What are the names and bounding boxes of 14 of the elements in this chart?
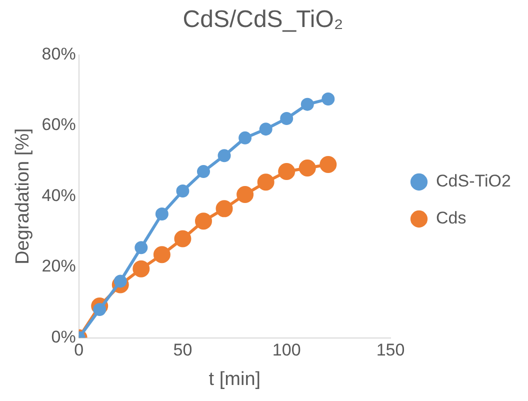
y-tick-label: 0% bbox=[51, 327, 76, 346]
y-tick-label: 80% bbox=[42, 44, 76, 64]
y-axis-title: Degradation [%] bbox=[12, 128, 34, 264]
x-tick-label: 100 bbox=[272, 340, 301, 360]
x-tick-label: 150 bbox=[376, 340, 405, 360]
x-tick-label: 50 bbox=[173, 340, 192, 360]
chart-title: CdS/CdS_TiO₂ bbox=[182, 6, 344, 34]
legend-label: CdS-TiO2 bbox=[436, 172, 511, 191]
legend-label: Cds bbox=[436, 208, 466, 228]
y-tick-label: 60% bbox=[42, 115, 76, 134]
y-tick-label: 20% bbox=[42, 256, 76, 276]
y-tick-label: 40% bbox=[42, 186, 76, 205]
x-tick-label: 0 bbox=[74, 340, 84, 360]
x-axis-title: t [min] bbox=[208, 368, 261, 390]
